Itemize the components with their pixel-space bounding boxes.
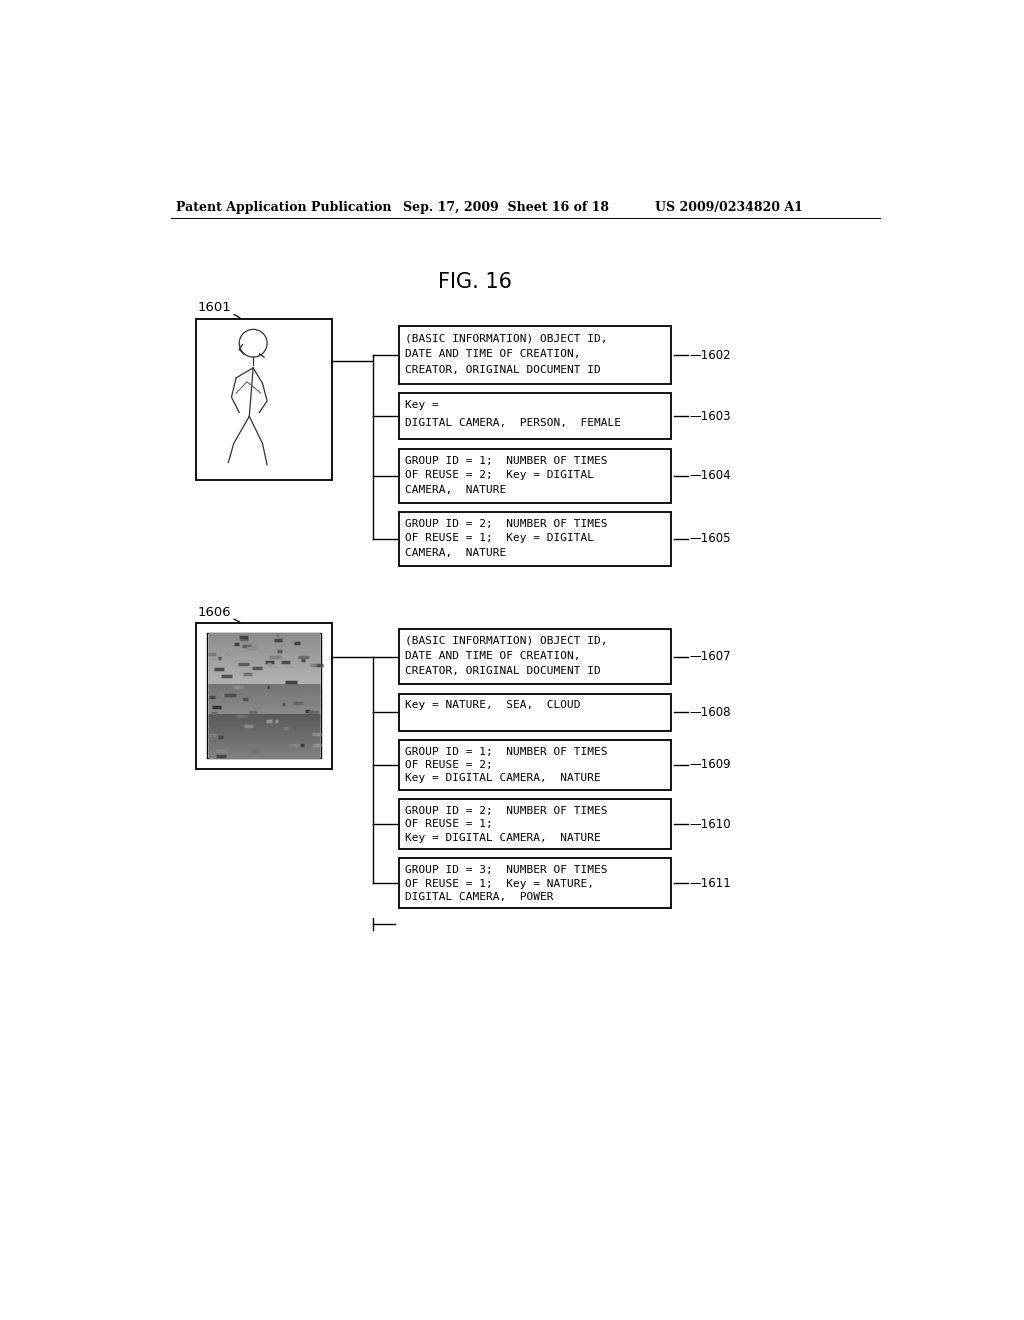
Text: DIGITAL CAMERA,  PERSON,  FEMALE: DIGITAL CAMERA, PERSON, FEMALE bbox=[406, 418, 622, 428]
Text: (BASIC INFORMATION) OBJECT ID,: (BASIC INFORMATION) OBJECT ID, bbox=[406, 333, 608, 343]
Bar bbox=[399, 739, 671, 789]
Text: —1610: —1610 bbox=[689, 817, 731, 830]
Text: OF REUSE = 1;  Key = DIGITAL: OF REUSE = 1; Key = DIGITAL bbox=[406, 533, 595, 544]
Text: —1607: —1607 bbox=[689, 649, 731, 663]
Text: CAMERA,  NATURE: CAMERA, NATURE bbox=[406, 548, 507, 558]
Bar bbox=[399, 393, 671, 440]
Text: 1606: 1606 bbox=[198, 606, 231, 619]
Text: —1611: —1611 bbox=[689, 876, 731, 890]
Text: CREATOR, ORIGINAL DOCUMENT ID: CREATOR, ORIGINAL DOCUMENT ID bbox=[406, 667, 601, 676]
Text: GROUP ID = 1;  NUMBER OF TIMES: GROUP ID = 1; NUMBER OF TIMES bbox=[406, 747, 608, 756]
Text: 1601: 1601 bbox=[198, 301, 231, 314]
Text: Key = DIGITAL CAMERA,  NATURE: Key = DIGITAL CAMERA, NATURE bbox=[406, 774, 601, 783]
Text: DATE AND TIME OF CREATION,: DATE AND TIME OF CREATION, bbox=[406, 348, 581, 359]
Bar bbox=[399, 512, 671, 566]
Text: —1603: —1603 bbox=[689, 409, 730, 422]
Text: GROUP ID = 3;  NUMBER OF TIMES: GROUP ID = 3; NUMBER OF TIMES bbox=[406, 866, 608, 875]
Bar bbox=[197, 623, 332, 770]
Text: —1602: —1602 bbox=[689, 348, 731, 362]
Text: CREATOR, ORIGINAL DOCUMENT ID: CREATOR, ORIGINAL DOCUMENT ID bbox=[406, 366, 601, 375]
Text: Sep. 17, 2009  Sheet 16 of 18: Sep. 17, 2009 Sheet 16 of 18 bbox=[403, 201, 609, 214]
Text: —1608: —1608 bbox=[689, 705, 730, 718]
Text: GROUP ID = 1;  NUMBER OF TIMES: GROUP ID = 1; NUMBER OF TIMES bbox=[406, 455, 608, 466]
Bar bbox=[399, 326, 671, 384]
Text: —1605: —1605 bbox=[689, 532, 730, 545]
Text: Key =: Key = bbox=[406, 400, 439, 411]
Text: OF REUSE = 2;: OF REUSE = 2; bbox=[406, 760, 494, 770]
Text: OF REUSE = 1;  Key = NATURE,: OF REUSE = 1; Key = NATURE, bbox=[406, 879, 595, 888]
Text: CAMERA,  NATURE: CAMERA, NATURE bbox=[406, 484, 507, 495]
Text: Patent Application Publication: Patent Application Publication bbox=[176, 201, 391, 214]
Bar bbox=[197, 318, 332, 480]
Text: —1609: —1609 bbox=[689, 758, 731, 771]
Text: —1604: —1604 bbox=[689, 469, 731, 482]
Text: US 2009/0234820 A1: US 2009/0234820 A1 bbox=[655, 201, 803, 214]
Text: OF REUSE = 1;: OF REUSE = 1; bbox=[406, 820, 494, 829]
Bar bbox=[207, 634, 321, 758]
Bar bbox=[399, 693, 671, 730]
Text: Key = NATURE,  SEA,  CLOUD: Key = NATURE, SEA, CLOUD bbox=[406, 701, 581, 710]
Bar bbox=[399, 628, 671, 684]
Text: GROUP ID = 2;  NUMBER OF TIMES: GROUP ID = 2; NUMBER OF TIMES bbox=[406, 807, 608, 816]
Text: DIGITAL CAMERA,  POWER: DIGITAL CAMERA, POWER bbox=[406, 892, 554, 902]
Text: FIG. 16: FIG. 16 bbox=[438, 272, 512, 292]
Bar bbox=[399, 799, 671, 849]
Text: OF REUSE = 2;  Key = DIGITAL: OF REUSE = 2; Key = DIGITAL bbox=[406, 470, 595, 480]
Text: (BASIC INFORMATION) OBJECT ID,: (BASIC INFORMATION) OBJECT ID, bbox=[406, 636, 608, 645]
Text: Key = DIGITAL CAMERA,  NATURE: Key = DIGITAL CAMERA, NATURE bbox=[406, 833, 601, 842]
Text: DATE AND TIME OF CREATION,: DATE AND TIME OF CREATION, bbox=[406, 651, 581, 661]
Bar bbox=[399, 858, 671, 908]
Text: GROUP ID = 2;  NUMBER OF TIMES: GROUP ID = 2; NUMBER OF TIMES bbox=[406, 519, 608, 529]
Bar bbox=[399, 449, 671, 503]
